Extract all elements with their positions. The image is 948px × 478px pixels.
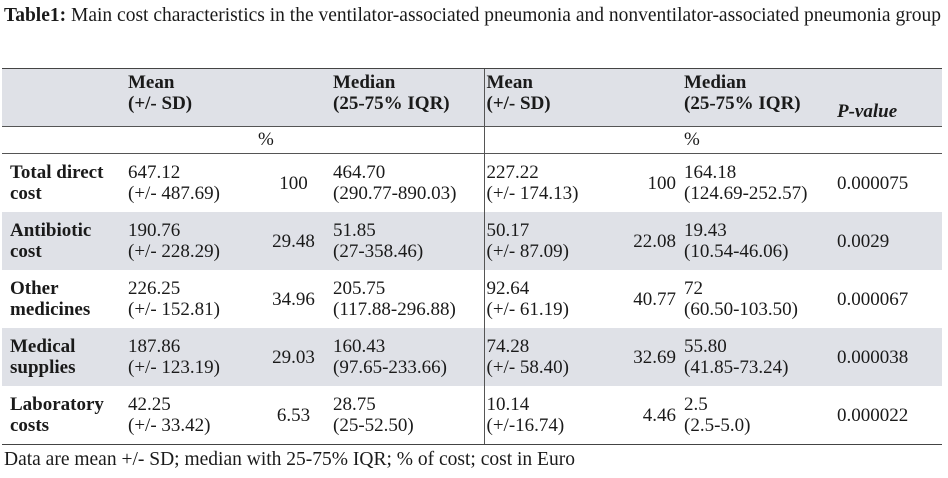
subheader-row: % %	[2, 126, 942, 154]
table-row: Other medicines 226.25 (+/- 152.81) 34.96 …	[2, 270, 942, 328]
median-cell: 2.5 (2.5-5.0)	[682, 386, 837, 445]
header-blank	[2, 68, 126, 127]
table-row: Laboratory costs 42.25 (+/- 33.42) 6.53 28…	[2, 386, 942, 445]
mean-cell: 187.86 (+/- 123.19)	[126, 328, 256, 386]
header-mean-1: Mean (+/- SD)	[126, 68, 331, 127]
header-mean-2: Mean (+/- SD)	[483, 68, 682, 127]
row-label: Total direct cost	[10, 162, 104, 204]
median-cell: 55.80 (41.85-73.24)	[682, 328, 837, 386]
table-row: Antibiotic cost 190.76 (+/- 228.29) 29.48 …	[2, 212, 942, 270]
row-label: Antibiotic cost	[2, 212, 126, 270]
mean-cell: 227.22 (+/- 174.13)	[483, 153, 614, 212]
pct-cell: 6.53	[256, 386, 331, 445]
table-footnote: Data are mean +/- SD; median with 25-75%…	[4, 449, 575, 470]
median-cell: 160.43 (97.65-233.66)	[331, 328, 484, 386]
mean-cell: 10.14 (+/-16.74)	[483, 386, 614, 445]
mean-cell: 647.12 (+/- 487.69)	[128, 162, 220, 204]
mean-cell: 74.28 (+/- 58.40)	[483, 328, 614, 386]
row-label: Laboratory costs	[2, 386, 126, 445]
row-label: Other medicines	[10, 278, 91, 320]
mean-cell: 42.25 (+/- 33.42)	[126, 386, 256, 445]
table-row: Medical supplies 187.86 (+/- 123.19) 29.03…	[2, 328, 942, 386]
median-cell: 205.75 (117.88-296.88)	[333, 278, 456, 320]
pvalue-cell: 0.000075	[837, 172, 909, 194]
median-cell: 51.85 (27-358.46)	[331, 212, 484, 270]
subheader-pct-1: %	[256, 126, 331, 154]
pct-cell: 22.08	[614, 212, 682, 270]
median-cell: 72 (60.50-103.50)	[684, 278, 798, 320]
table-caption: Table1: Main cost characteristics in the…	[4, 2, 944, 29]
pct-cell: 100	[279, 172, 308, 194]
mean-cell: 50.17 (+/- 87.09)	[483, 212, 614, 270]
median-cell: 164.18 (124.69-252.57)	[684, 162, 808, 204]
pct-cell: 100	[647, 172, 677, 194]
row-label: Medical supplies	[2, 328, 126, 386]
mean-cell: 226.25 (+/- 152.81)	[128, 278, 220, 320]
pvalue-cell: 0.000038	[837, 328, 942, 386]
pct-cell: 32.69	[614, 328, 682, 386]
pct-cell: 34.96	[272, 288, 315, 310]
pvalue-cell: 0.0029	[837, 212, 942, 270]
pvalue-cell: 0.000022	[837, 386, 942, 445]
pct-cell: 29.03	[256, 328, 331, 386]
mean-cell: 92.64 (+/- 61.19)	[483, 270, 614, 328]
median-cell: 464.70 (290.77-890.03)	[333, 162, 457, 204]
pct-cell: 40.77	[633, 288, 676, 310]
subheader-pct-2: %	[682, 126, 837, 154]
header-median-2: Median (25-75% IQR)	[682, 68, 837, 127]
table-caption-label: Table1:	[4, 5, 67, 26]
cost-table-wrapper: Mean (+/- SD) Median (25-75% IQR) Mean (+/-…	[2, 68, 942, 445]
mean-cell: 190.76 (+/- 228.29)	[126, 212, 256, 270]
header-pvalue: P-value	[837, 68, 942, 127]
header-row: Mean (+/- SD) Median (25-75% IQR) Mean (+/-…	[2, 68, 942, 127]
cost-table: Mean (+/- SD) Median (25-75% IQR) Mean (+/-…	[2, 68, 942, 445]
pct-cell: 4.46	[614, 386, 682, 445]
median-cell: 28.75 (25-52.50)	[331, 386, 484, 445]
pct-cell: 29.48	[256, 212, 331, 270]
median-cell: 19.43 (10.54-46.06)	[682, 212, 837, 270]
pvalue-cell: 0.000067	[837, 288, 909, 310]
table-caption-text: Main cost characteristics in the ventila…	[66, 5, 941, 26]
table-row: Total direct cost 647.12 (+/- 487.69) 100 …	[2, 153, 942, 212]
header-median-1: Median (25-75% IQR)	[331, 68, 484, 127]
